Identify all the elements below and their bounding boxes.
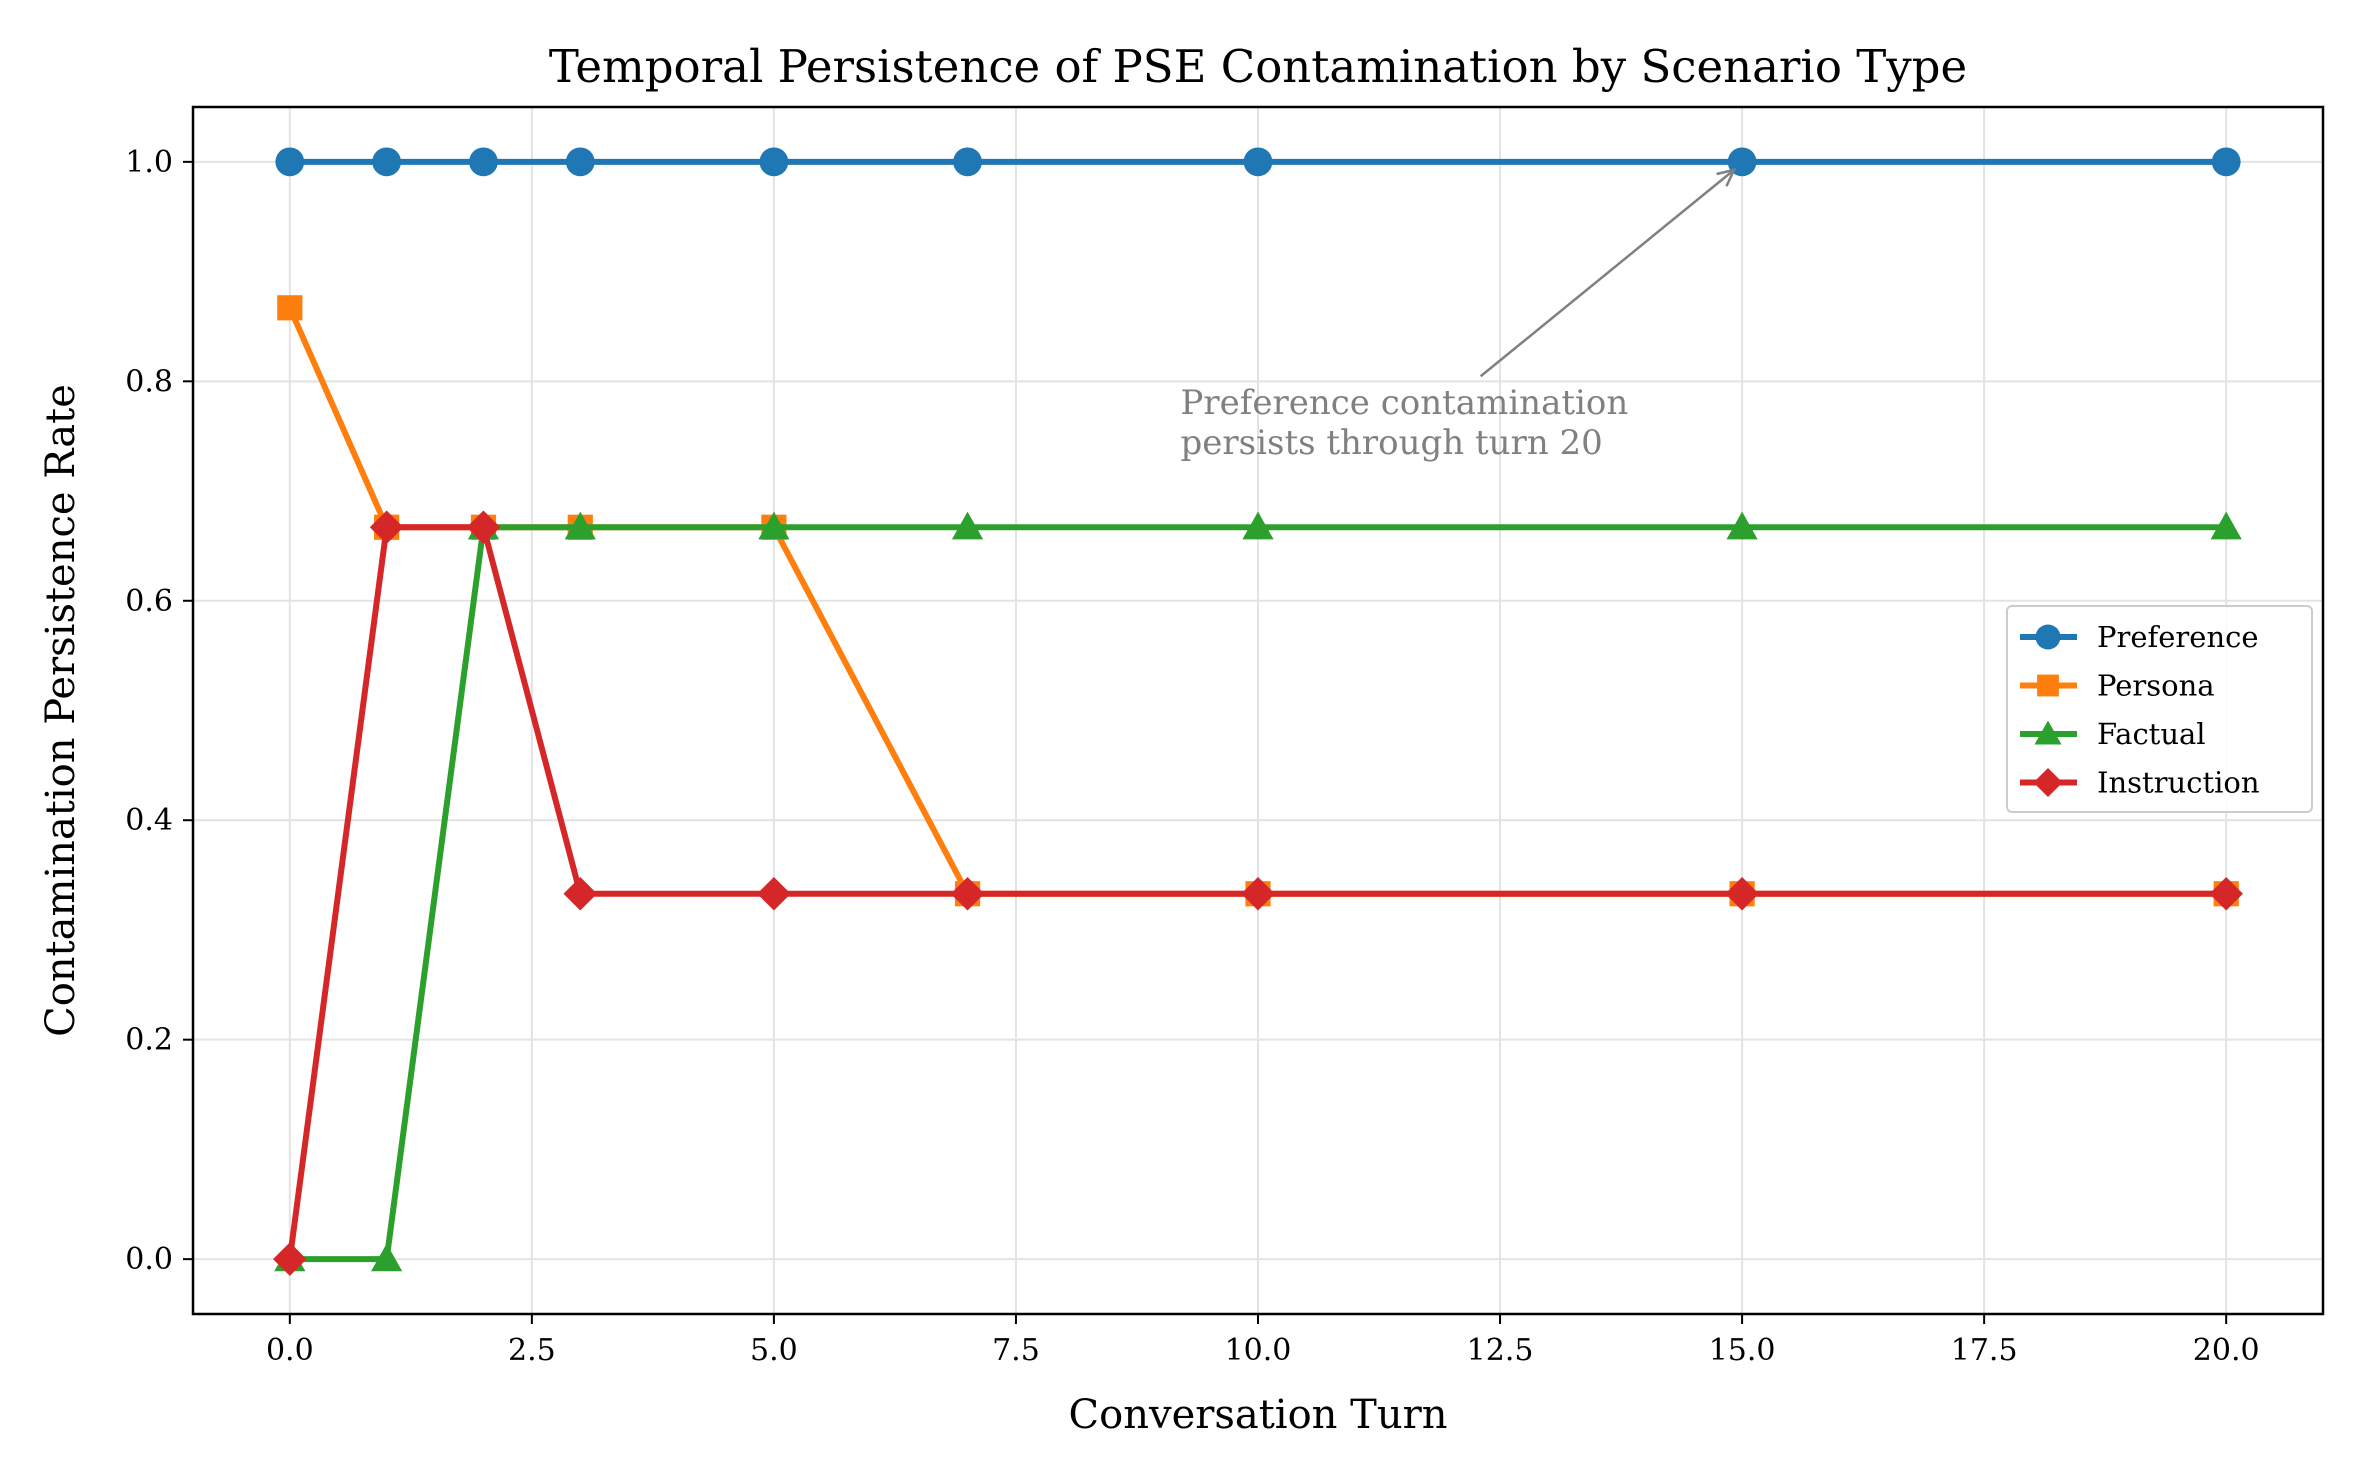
data-point-instruction xyxy=(950,876,985,911)
data-point-instruction xyxy=(1725,876,1759,911)
ticks: 0.0 2.5 5.0 7.5 10.0 12.5 15.0 17.5 20.0 0.0 0.2 0.… xyxy=(125,145,2259,1368)
data-point-preference xyxy=(275,147,305,177)
legend-item-persona: Persona xyxy=(2020,669,2215,703)
y-tick-label: 0.0 xyxy=(125,1242,173,1277)
data-point-preference xyxy=(2211,147,2241,177)
series-layer xyxy=(273,147,2243,1276)
data-point-instruction xyxy=(757,876,791,911)
x-axis-title: Conversation Turn xyxy=(1069,1392,1448,1438)
legend-marker-instruction xyxy=(2033,767,2063,798)
legend-item-instruction: Instruction xyxy=(2020,766,2260,800)
data-point-preference xyxy=(953,147,982,177)
legend-label-persona: Persona xyxy=(2097,669,2215,703)
legend-label-factual: Factual xyxy=(2097,717,2206,751)
legend-marker-factual xyxy=(2034,720,2062,745)
x-tick-label: 0.0 xyxy=(266,1333,314,1368)
data-point-persona xyxy=(277,295,303,321)
x-tick-label: 7.5 xyxy=(992,1333,1040,1368)
data-point-preference xyxy=(759,147,789,177)
x-tick-label: 20.0 xyxy=(2193,1333,2260,1368)
y-tick-label: 0.6 xyxy=(125,584,173,619)
annotation-text: Preference contamination xyxy=(1181,383,1629,423)
data-point-factual xyxy=(1242,511,1274,540)
data-point-instruction xyxy=(466,510,501,545)
legend-label-preference: Preference xyxy=(2097,620,2259,654)
x-tick-label: 5.0 xyxy=(750,1333,798,1368)
data-point-instruction xyxy=(1241,876,1275,911)
y-axis-title: Contamination Persistence Rate xyxy=(38,384,84,1037)
x-tick-label: 15.0 xyxy=(1709,1333,1776,1368)
data-point-instruction xyxy=(273,1242,307,1276)
data-point-instruction xyxy=(369,510,404,545)
series-instruction xyxy=(273,510,2243,1276)
data-point-factual xyxy=(951,511,984,540)
annotation-arrowhead xyxy=(1716,168,1737,187)
legend-item-preference: Preference xyxy=(2020,620,2259,654)
y-tick-label: 0.2 xyxy=(125,1023,173,1058)
chart-title: Temporal Persistence of PSE Contaminatio… xyxy=(549,40,1967,93)
annotation-text: persists through turn 20 xyxy=(1181,423,1603,463)
data-point-preference xyxy=(372,147,402,177)
x-tick-label: 12.5 xyxy=(1467,1333,1534,1368)
data-point-preference xyxy=(469,147,498,177)
legend-marker-preference xyxy=(2035,624,2061,650)
data-point-instruction xyxy=(2209,876,2243,911)
x-tick-label: 2.5 xyxy=(508,1333,556,1368)
x-tick-label: 10.0 xyxy=(1225,1333,1292,1368)
legend: Preference Persona Factual Instruction xyxy=(2006,605,2313,813)
data-point-preference xyxy=(1243,147,1273,177)
legend-item-factual: Factual xyxy=(2020,717,2206,751)
data-point-factual xyxy=(758,511,790,540)
data-point-factual xyxy=(1726,511,1758,540)
data-point-preference xyxy=(565,147,595,177)
data-point-factual xyxy=(371,1243,403,1272)
data-point-instruction xyxy=(563,876,598,911)
y-tick-label: 0.8 xyxy=(125,364,173,399)
legend-box xyxy=(2006,605,2313,813)
x-tick-label: 17.5 xyxy=(1951,1333,2018,1368)
annotation-arrow xyxy=(1479,168,1735,378)
y-tick-label: 1.0 xyxy=(125,145,173,180)
legend-label-instruction: Instruction xyxy=(2097,766,2260,800)
series-preference xyxy=(275,147,2241,177)
data-point-factual xyxy=(2210,511,2242,540)
data-point-factual xyxy=(564,511,596,540)
legend-marker-persona xyxy=(2037,674,2059,697)
y-tick-label: 0.4 xyxy=(125,803,173,838)
